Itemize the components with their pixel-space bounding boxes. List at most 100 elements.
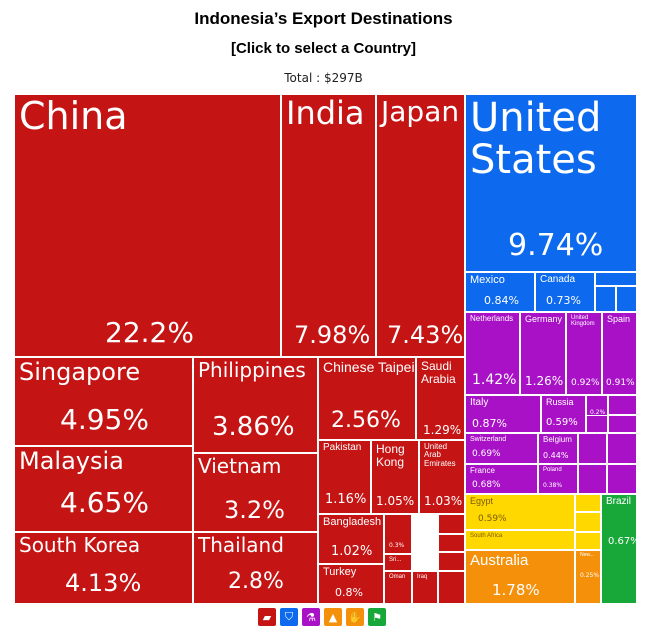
shield-icon[interactable]: ⛉ <box>280 608 298 626</box>
tile-label: China <box>19 94 128 138</box>
tile-minor-3[interactable] <box>438 571 465 604</box>
tile-canada[interactable]: Canada 0.73% <box>535 272 595 312</box>
tile-value: 1.05% <box>376 494 415 508</box>
flag-icon[interactable]: ⚑ <box>368 608 386 626</box>
tile-minor-8[interactable] <box>608 415 637 433</box>
tile-value: 7.43% <box>387 321 464 349</box>
tile-singapore[interactable]: Singapore 4.95% <box>14 357 193 446</box>
tile-minor-7[interactable] <box>608 395 637 415</box>
tile-egypt[interactable]: Egypt 0.59% <box>465 494 575 530</box>
tile-poland[interactable]: Poland 0.38% <box>538 464 578 494</box>
tile-label: Turkey <box>323 566 357 578</box>
tile-value: 4.95% <box>60 403 149 436</box>
tile-united-states[interactable]: United States 9.74% <box>465 94 637 272</box>
tile-minor-0[interactable] <box>438 514 465 534</box>
tile-philippines[interactable]: Philippines 3.86% <box>193 357 318 453</box>
tile-value: 0.59% <box>478 514 507 524</box>
tile-label: Canada <box>540 274 576 285</box>
tile-label: Bangladesh <box>323 516 382 528</box>
tile-minor-6[interactable] <box>616 286 637 312</box>
tile-pakistan[interactable]: Pakistan 1.16% <box>318 440 371 514</box>
tile-malaysia[interactable]: Malaysia 4.65% <box>14 446 193 532</box>
category-filter-bar: ▰ ⛉ ⚗ ▲ ✋ ⚑ <box>258 608 386 626</box>
tile-mexico[interactable]: Mexico 0.84% <box>465 272 535 312</box>
tile-value: 0.38% <box>543 482 563 489</box>
tile-label: Sri... <box>389 557 402 563</box>
tile-china[interactable]: China 22.2% <box>14 94 281 357</box>
tile-label: Malaysia <box>19 447 124 475</box>
tile-minor-10[interactable] <box>578 433 607 464</box>
africa-icon[interactable]: ▲ <box>324 608 342 626</box>
tile-south-korea[interactable]: South Korea 4.13% <box>14 532 193 604</box>
tile-value: 0.2% <box>590 409 606 416</box>
tile-south-africa[interactable]: South Africa <box>465 530 575 550</box>
tile-label: Chinese Taipei <box>323 359 415 375</box>
tile-oman[interactable]: Oman <box>384 571 412 604</box>
tile-australia[interactable]: Australia 1.78% <box>465 550 575 604</box>
tile-netherlands[interactable]: Netherlands 1.42% <box>465 312 520 395</box>
tile-iraq[interactable]: Iraq <box>412 571 438 604</box>
tile-label: Pakistan <box>323 442 362 453</box>
tile-label: Russia <box>546 397 574 407</box>
tile-value: 0.44% <box>543 451 569 460</box>
tile-saudi-arabia[interactable]: Saudi Arabia 1.29% <box>416 357 465 440</box>
tile-sri[interactable]: Sri... <box>384 554 412 571</box>
tile-value: 1.42% <box>472 372 517 388</box>
tile-vietnam[interactable]: Vietnam 3.2% <box>193 453 318 532</box>
tile-russia[interactable]: Russia 0.59% <box>541 395 586 433</box>
tile-minor-2[interactable] <box>438 552 465 571</box>
tile-value: 1.29% <box>423 423 462 437</box>
tile-value: 1.16% <box>325 492 367 507</box>
tile-brazil[interactable]: Brazil 0.67% <box>601 494 637 604</box>
tile-value: 0.59% <box>546 417 578 428</box>
tile-label: Netherlands <box>470 314 514 323</box>
tile-minor-11[interactable] <box>607 433 637 464</box>
tile-value: 9.74% <box>508 228 604 263</box>
tile-bangladesh[interactable]: Bangladesh 1.02% <box>318 514 384 564</box>
tile-minor-12[interactable] <box>578 464 607 494</box>
tile-0-3[interactable]: 0.3% <box>384 514 412 554</box>
tile-hong-kong[interactable]: Hong Kong 1.05% <box>371 440 419 514</box>
tile-minor-1[interactable] <box>438 534 465 552</box>
tile-label: Singapore <box>19 358 141 386</box>
tile-value: 0.67% <box>608 536 637 547</box>
tile-italy[interactable]: Italy 0.87% <box>465 395 541 433</box>
tile-switzerland[interactable]: Switzerland 0.69% <box>465 433 538 464</box>
chart-subtitle: [Click to select a Country] <box>230 40 417 57</box>
tile-japan[interactable]: Japan 7.43% <box>376 94 465 357</box>
tile-thailand[interactable]: Thailand 2.8% <box>193 532 318 604</box>
tile-chinese-taipei[interactable]: Chinese Taipei 2.56% <box>318 357 416 440</box>
tile-value: 4.13% <box>65 569 142 597</box>
tile-new[interactable]: New... 0.25% <box>575 550 601 604</box>
tile-minor-9[interactable] <box>586 415 608 433</box>
tile-minor-16[interactable] <box>575 532 601 550</box>
tile-label: India <box>286 94 365 132</box>
tile-minor-15[interactable] <box>575 512 601 532</box>
tile-label: United Kingdom <box>571 315 595 328</box>
tile-belgium[interactable]: Belgium 0.44% <box>538 433 578 464</box>
tile-label: Australia <box>470 552 529 569</box>
tile-turkey[interactable]: Turkey 0.8% <box>318 564 384 604</box>
tile-value: 0.73% <box>546 294 581 307</box>
tile-minor-4[interactable] <box>595 272 637 286</box>
tile-india[interactable]: India 7.98% <box>281 94 376 357</box>
flask-icon[interactable]: ⚗ <box>302 608 320 626</box>
tile-value: 1.26% <box>525 374 564 388</box>
tile-minor-13[interactable] <box>607 464 637 494</box>
tile-value: 0.8% <box>335 586 363 599</box>
tile-minor-5[interactable] <box>595 286 616 312</box>
tile-value: 0.84% <box>484 294 519 307</box>
tile-germany[interactable]: Germany 1.26% <box>520 312 566 395</box>
tile-minor-14[interactable] <box>575 494 601 512</box>
tile-label: Italy <box>470 397 489 408</box>
tile-spain[interactable]: Spain 0.91% <box>602 312 637 395</box>
hand-icon[interactable]: ✋ <box>346 608 364 626</box>
pig-icon[interactable]: ▰ <box>258 608 276 626</box>
tile-united-kingdom[interactable]: United Kingdom 0.92% <box>566 312 602 395</box>
tile-france[interactable]: France 0.68% <box>465 464 538 494</box>
tile-united-arab-emirates[interactable]: United Arab Emirates 1.03% <box>419 440 465 514</box>
tile-value: 0.69% <box>472 449 501 459</box>
tile-label: South Korea <box>19 533 141 557</box>
tile-label: Mexico <box>470 274 505 286</box>
